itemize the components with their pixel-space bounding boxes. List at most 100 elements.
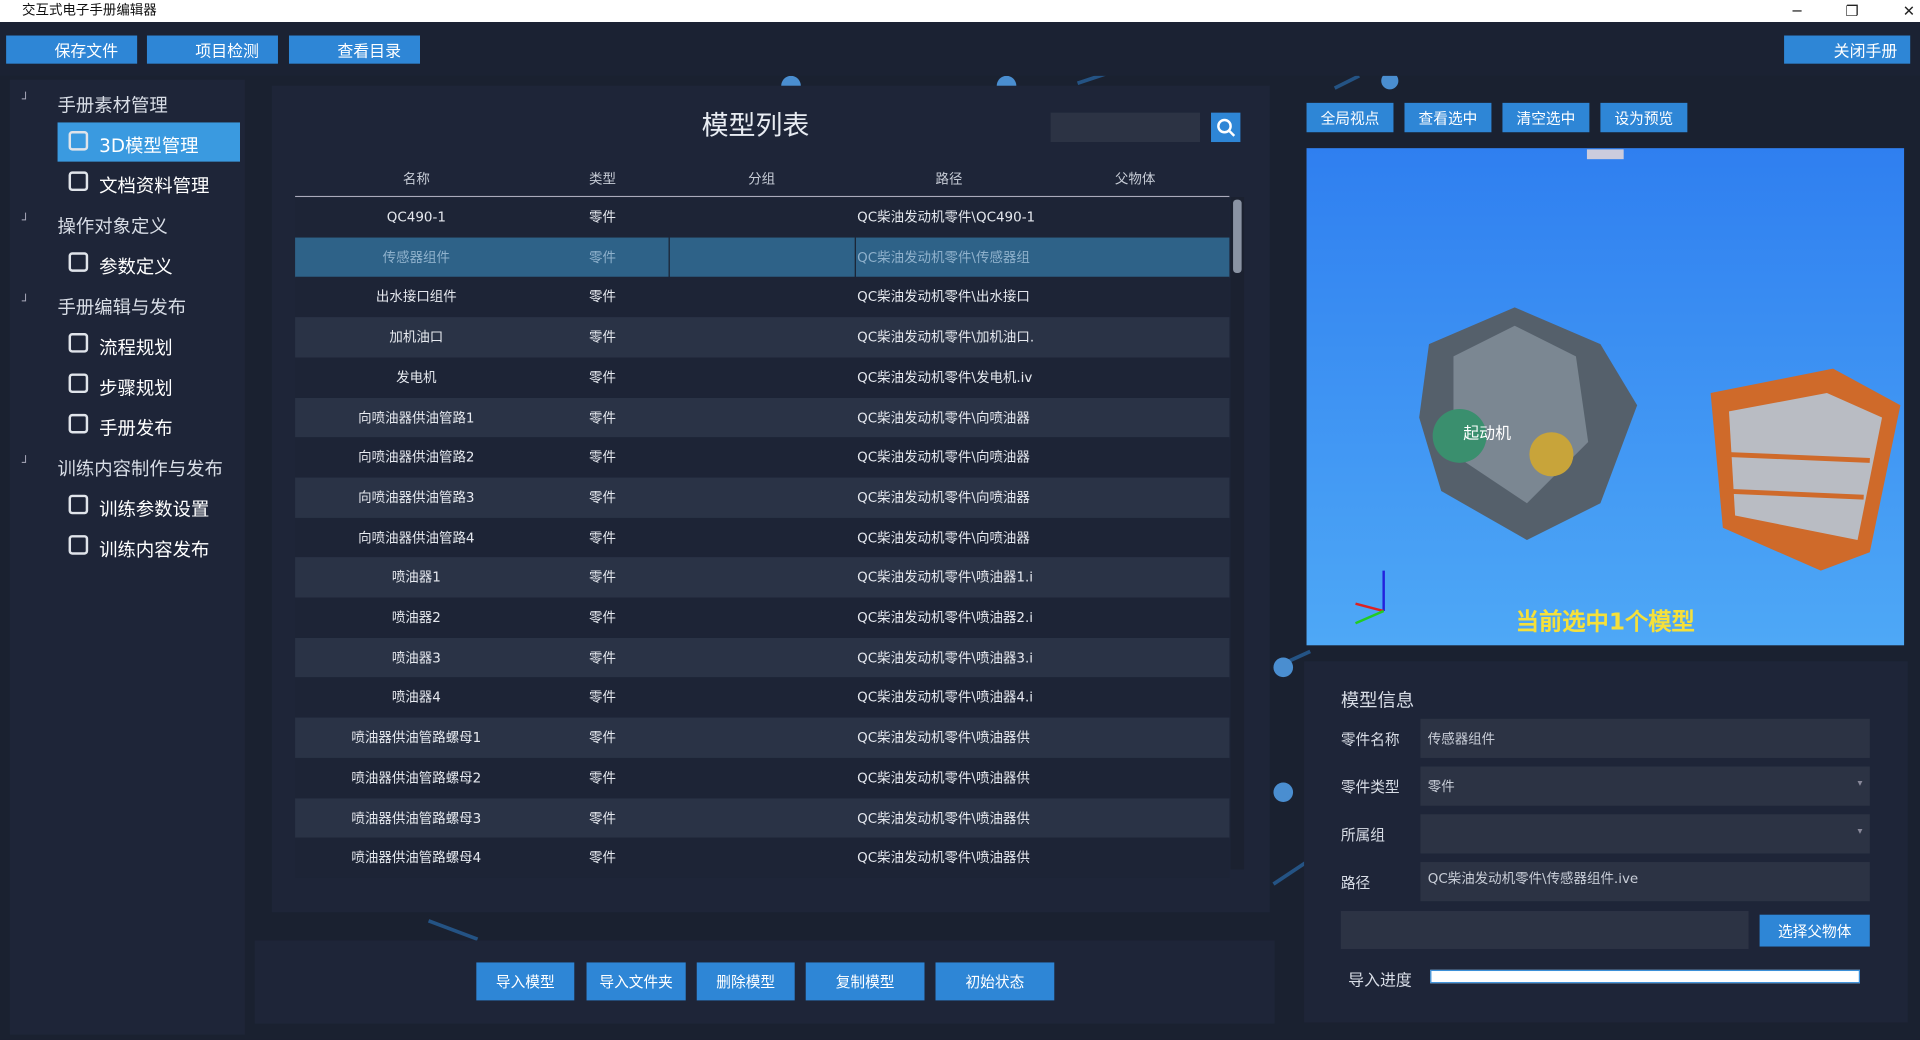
tree-group[interactable]: 操作对象定义	[57, 215, 168, 238]
action-button[interactable]: 导入文件夹	[586, 962, 686, 1001]
field-input[interactable]: ▾	[1420, 814, 1870, 854]
path-cell: QC柴油发动机零件\向喷油器	[857, 489, 1030, 506]
tree-group[interactable]: 手册素材管理	[57, 94, 168, 117]
parent-input[interactable]	[1340, 911, 1749, 949]
table-row[interactable]: 喷油器供油管路螺母3 零件 QC柴油发动机零件\喷油器供	[295, 797, 1230, 839]
tree-icon	[68, 131, 89, 151]
table-row[interactable]: 向喷油器供油管路4 零件 QC柴油发动机零件\向喷油器	[295, 517, 1230, 558]
search-button[interactable]	[1211, 112, 1241, 143]
name-cell: 加机油口	[389, 329, 444, 346]
name-cell: 喷油器供油管路螺母4	[351, 850, 482, 866]
close-button[interactable]: 关闭手册	[1784, 35, 1911, 64]
tree-item[interactable]: 3D模型管理	[99, 134, 199, 157]
type-cell: 零件	[588, 249, 616, 266]
tree-group[interactable]: 训练内容制作与发布	[57, 457, 223, 481]
table-row[interactable]: 喷油器供油管路螺母2 零件 QC柴油发动机零件\喷油器供	[295, 757, 1230, 799]
path-cell: QC柴油发动机零件\向喷油器	[857, 409, 1030, 426]
path-cell: QC柴油发动机零件\喷油器4.i	[857, 689, 1033, 706]
tree-item[interactable]: 参数定义	[99, 255, 173, 278]
cell-divider	[854, 237, 856, 278]
tree-toggle[interactable]: ┘	[22, 214, 30, 228]
table-row[interactable]: 出水接口组件 零件 QC柴油发动机零件\出水接口	[295, 277, 1230, 318]
path-cell: QC柴油发动机零件\出水接口	[857, 289, 1030, 306]
toolbar-button[interactable]: 查看目录	[288, 35, 421, 64]
field-input[interactable]: QC柴油发动机零件\传感器组件.ive	[1420, 862, 1870, 902]
selection-status: 当前选中1个模型	[1515, 608, 1695, 636]
tree-item[interactable]: 流程规划	[99, 336, 173, 359]
name-cell: 传感器组件	[382, 249, 451, 266]
tree-icon	[68, 333, 89, 353]
name-cell: 出水接口组件	[375, 289, 457, 306]
tree-item[interactable]: 文档资料管理	[99, 175, 210, 198]
field-value: 零件	[1427, 778, 1455, 795]
action-button[interactable]: 复制模型	[805, 962, 925, 1001]
action-button[interactable]: 导入模型	[476, 962, 575, 1001]
table-row[interactable]: 喷油器4 零件 QC柴油发动机零件\喷油器4.i	[295, 677, 1230, 719]
background-decor	[427, 75, 1399, 941]
field-label: 零件名称	[1340, 731, 1400, 749]
table-row[interactable]: 传感器组件 零件 QC柴油发动机零件\传感器组	[295, 237, 1230, 278]
toolbar-button[interactable]: 保存文件	[6, 35, 138, 64]
type-cell: 零件	[588, 689, 616, 706]
tree-toggle[interactable]: ┘	[22, 295, 30, 309]
type-cell: 零件	[588, 609, 616, 626]
tree-item[interactable]: 步骤规划	[99, 377, 173, 400]
action-button[interactable]: 初始状态	[935, 962, 1055, 1001]
type-cell: 零件	[588, 409, 616, 426]
toolbar-button[interactable]: 项目检测	[146, 35, 278, 64]
tree-item[interactable]: 训练参数设置	[99, 498, 210, 521]
path-cell: QC柴油发动机零件\喷油器供	[857, 850, 1030, 866]
path-cell: QC柴油发动机零件\向喷油器	[857, 529, 1030, 546]
table-row[interactable]: 发电机 零件 QC柴油发动机零件\发电机.iv	[295, 357, 1230, 398]
type-cell: 零件	[588, 489, 616, 506]
name-cell: 发电机	[396, 369, 437, 386]
search-icon	[1217, 118, 1236, 137]
table-row[interactable]: QC490-1 零件 QC柴油发动机零件\QC490-1	[295, 197, 1230, 238]
column-header: 父物体	[1114, 171, 1156, 188]
column-header: 名称	[402, 171, 430, 188]
name-cell: 向喷油器供油管路2	[358, 449, 475, 466]
table-row[interactable]: 向喷油器供油管路1 零件 QC柴油发动机零件\向喷油器	[295, 397, 1230, 438]
table-row[interactable]: 喷油器3 零件 QC柴油发动机零件\喷油器3.i	[295, 637, 1230, 678]
select-parent-button[interactable]: 选择父物体	[1759, 914, 1870, 947]
type-cell: 零件	[588, 729, 616, 746]
table-row[interactable]: 喷油器供油管路螺母4 零件 QC柴油发动机零件\喷油器供	[295, 837, 1230, 879]
table-row[interactable]: 加机油口 零件 QC柴油发动机零件\加机油口.	[295, 317, 1230, 358]
name-cell: 喷油器供油管路螺母3	[351, 810, 482, 826]
path-cell: QC柴油发动机零件\向喷油器	[857, 449, 1030, 466]
table-row[interactable]: 向喷油器供油管路2 零件 QC柴油发动机零件\向喷油器	[295, 437, 1230, 478]
scrollbar[interactable]	[1230, 197, 1245, 870]
window-controls[interactable]: ─ ❐ ✕	[1792, 2, 1916, 20]
action-button[interactable]: 删除模型	[696, 962, 795, 1001]
table-row[interactable]: 喷油器2 零件 QC柴油发动机零件\喷油器2.i	[295, 597, 1230, 638]
name-cell: 喷油器供油管路螺母1	[351, 729, 482, 746]
tree-item[interactable]: 手册发布	[99, 417, 173, 440]
table-row[interactable]: 喷油器供油管路螺母1 零件 QC柴油发动机零件\喷油器供	[295, 717, 1230, 759]
path-cell: QC柴油发动机零件\发电机.iv	[857, 369, 1033, 386]
tree-group[interactable]: 手册编辑与发布	[57, 296, 187, 319]
tree-item[interactable]: 训练内容发布	[99, 538, 210, 561]
type-cell: 零件	[588, 850, 616, 866]
viewport[interactable]: 起动机 当前选中1个模型	[1306, 148, 1905, 646]
view-button[interactable]: 查看选中	[1404, 102, 1492, 133]
table-row[interactable]: 喷油器1 零件 QC柴油发动机零件\喷油器1.i	[295, 557, 1230, 598]
search-input[interactable]	[1050, 112, 1201, 143]
dropdown-arrow: ▾	[1857, 825, 1863, 837]
field-value: QC柴油发动机零件\传感器组件.ive	[1427, 870, 1639, 887]
progress-label: 导入进度	[1348, 972, 1412, 991]
view-button[interactable]: 清空选中	[1502, 102, 1590, 133]
field-input[interactable]: 零件 ▾	[1420, 766, 1870, 806]
path-cell: QC柴油发动机零件\QC490-1	[857, 209, 1036, 226]
name-cell: QC490-1	[386, 209, 446, 226]
table-row[interactable]: 向喷油器供油管路3 零件 QC柴油发动机零件\向喷油器	[295, 477, 1230, 518]
tree-toggle[interactable]: ┘	[22, 456, 30, 471]
view-button[interactable]: 全局视点	[1306, 102, 1394, 133]
field-input[interactable]: 传感器组件	[1420, 718, 1870, 758]
tree-icon	[68, 373, 89, 394]
name-cell: 向喷油器供油管路1	[358, 409, 475, 426]
type-cell: 零件	[588, 810, 616, 826]
tree-toggle[interactable]: ┘	[22, 93, 30, 107]
view-button[interactable]: 设为预览	[1600, 102, 1688, 133]
type-cell: 零件	[588, 569, 616, 586]
